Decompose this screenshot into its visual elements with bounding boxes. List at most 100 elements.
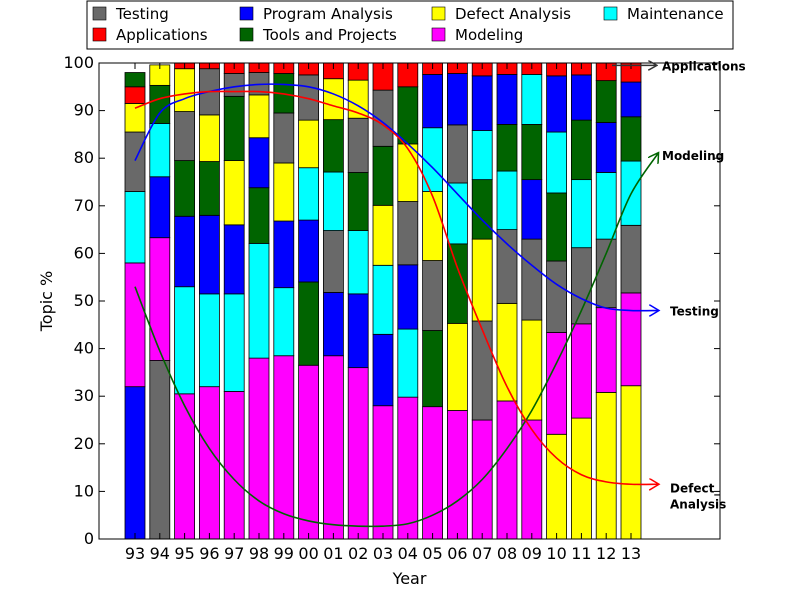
bar-segment-defect-analysis [571,417,592,540]
legend-swatch [431,27,446,42]
bar-segment-tools-and-projects [595,80,617,123]
bar-segment-modeling [422,406,444,540]
bar-segment-modeling [372,405,394,540]
y-tick-label: 90 [74,101,94,120]
bar-segment-testing [521,238,543,321]
bar-segment-defect-analysis [322,78,344,121]
x-tick-label: 94 [150,544,170,563]
bar-segment-testing [471,320,493,421]
annotation-label: Testing [670,305,719,319]
bar-segment-modeling [496,400,518,540]
x-tick-label: 04 [398,544,418,563]
bar-segment-modeling [223,391,245,540]
x-tick-label: 08 [497,544,517,563]
annotation-label: Modeling [662,149,724,163]
bar-segment-maintenance [124,191,146,264]
bar-segment-program-analysis [298,219,320,283]
x-tick-label: 11 [571,544,591,563]
x-tick-label: 10 [546,544,566,563]
bar-segment-modeling [248,357,270,540]
x-tick-label: 12 [596,544,616,563]
x-tick-label: 02 [348,544,368,563]
bar-segment-tools-and-projects [347,172,369,231]
legend-swatch [92,27,107,42]
bar-segment-defect-analysis [446,322,468,411]
bar-segment-program-analysis [174,215,196,288]
x-tick-label: 95 [174,544,194,563]
bar-segment-tools-and-projects [521,124,543,181]
bar-segment-program-analysis [471,75,493,131]
x-tick-label: 05 [422,544,442,563]
x-tick-label: 98 [249,544,269,563]
x-tick-label: 96 [199,544,219,563]
bar-segment-modeling [174,393,196,540]
legend-label: Maintenance [627,5,724,23]
bar-segment-program-analysis [571,74,592,121]
legend-label: Defect Analysis [455,5,571,23]
y-tick-label: 10 [74,481,94,500]
bar-segment-tools-and-projects [248,187,270,244]
bar-segment-testing [174,111,196,161]
bar-segment-tools-and-projects [496,124,518,172]
bar-segment-maintenance [521,74,543,125]
bar-segment-modeling [397,396,419,540]
x-tick-label: 99 [274,544,294,563]
bar-segment-defect-analysis [471,238,493,322]
bar-segment-testing [446,124,468,184]
bar-segment-tools-and-projects [124,72,146,88]
bar-segment-program-analysis [446,73,468,126]
bar-segment-defect-analysis [223,160,245,226]
bar-segment-program-analysis [372,333,394,407]
bar-segment-testing [273,112,295,164]
bar-segment-tools-and-projects [149,84,171,124]
trend-line-modeling [134,153,658,528]
bar-segment-program-analysis [223,224,245,295]
bar-segment-maintenance [397,328,419,398]
y-tick-label: 60 [74,243,94,262]
y-tick-label: 20 [74,434,94,453]
x-tick-label: 07 [472,544,492,563]
bar-segment-program-analysis [422,74,444,129]
legend-swatch [239,6,254,21]
bar-segment-testing [223,73,245,97]
legend-swatch [603,6,618,21]
x-tick-label: 00 [298,544,318,563]
bar-segment-maintenance [347,230,369,295]
bars [124,62,642,540]
bar-segment-modeling [322,355,344,540]
bar-segment-maintenance [149,123,171,178]
legend-label: Tools and Projects [262,26,397,44]
bar-segment-maintenance [372,264,394,335]
bar-segment-tools-and-projects [198,161,220,216]
bar-segment-program-analysis [546,75,567,133]
bar-segment-defect-analysis [397,143,419,202]
trend-line-defect-analysis [134,90,658,484]
bar-segment-defect-analysis [198,114,220,162]
axes: 0 10 20 30 40 50 60 70 80 90 100 93 94 95 96 97 98 99 00 01… [63,53,721,563]
bar-segment-testing [149,360,171,540]
bar-segment-modeling [298,364,320,540]
bar-segment-defect-analysis [298,119,320,169]
bar-segment-defect-analysis [521,319,543,421]
annotation-label: Defect_ [670,482,720,497]
bar-segment-tools-and-projects [298,281,320,366]
y-tick-label: 30 [74,386,94,405]
bar-segment-program-analysis [248,137,270,189]
legend-label: Testing [115,5,169,23]
y-tick-label: 40 [74,339,94,358]
bar-segment-modeling [446,410,468,540]
bar-segment-maintenance [496,170,518,231]
y-axis-label: Topic % [37,271,56,333]
bar-segment-defect-analysis [595,391,617,540]
bar-segment-program-analysis [397,264,419,330]
bar-segment-program-analysis [347,293,369,369]
bar-segment-applications [124,86,146,104]
y-tick-label: 80 [74,148,94,167]
x-tick-label: 97 [224,544,244,563]
bar-segment-defect-analysis [174,68,196,112]
legend-label: Modeling [455,26,523,44]
bar-segment-maintenance [595,172,617,240]
x-tick-label: 13 [621,544,641,563]
legend-swatch [239,27,254,42]
